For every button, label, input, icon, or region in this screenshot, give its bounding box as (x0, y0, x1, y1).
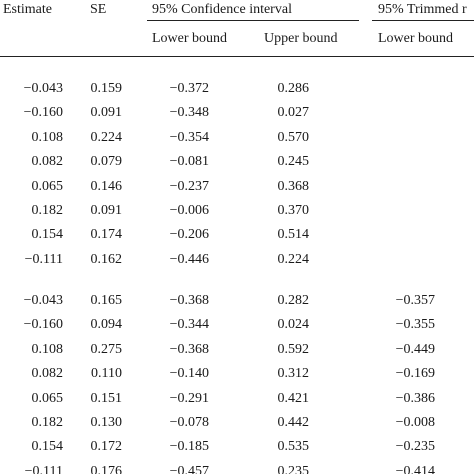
trimmed-lower-bound-cell: −0.008 (395, 415, 435, 430)
estimate-cell: 0.154 (31, 439, 64, 454)
lower-bound-cell: −0.185 (169, 439, 209, 454)
upper-bound-cell: 0.514 (277, 227, 310, 242)
trimmed-lower-bound-cell: −0.357 (395, 293, 435, 308)
header-ci-group: 95% Confidence interval (152, 2, 292, 17)
lower-bound-cell: −0.140 (169, 366, 209, 381)
se-cell: 0.079 (90, 154, 123, 169)
estimate-cell: 0.065 (31, 179, 64, 194)
lower-bound-cell: −0.446 (169, 252, 209, 267)
estimate-cell: 0.154 (31, 227, 64, 242)
header-bottom-rule (0, 56, 474, 57)
trimmed-lower-bound-cell: −0.414 (395, 464, 435, 474)
upper-bound-cell: 0.235 (277, 464, 310, 474)
estimate-cell: 0.108 (31, 130, 64, 145)
trimmed-lower-bound-cell: −0.386 (395, 391, 435, 406)
lower-bound-cell: −0.368 (169, 293, 209, 308)
se-cell: 0.165 (90, 293, 123, 308)
upper-bound-cell: 0.024 (277, 317, 310, 332)
estimate-cell: −0.111 (24, 464, 63, 474)
upper-bound-cell: 0.027 (277, 105, 310, 120)
header-estimate: Estimate (3, 2, 52, 17)
lower-bound-cell: −0.006 (169, 203, 209, 218)
upper-bound-cell: 0.224 (277, 252, 310, 267)
lower-bound-cell: −0.354 (169, 130, 209, 145)
lower-bound-cell: −0.372 (169, 81, 209, 96)
se-cell: 0.159 (90, 81, 123, 96)
estimate-cell: −0.160 (23, 105, 63, 120)
se-cell: 0.172 (90, 439, 123, 454)
upper-bound-cell: 0.442 (277, 415, 310, 430)
se-cell: 0.094 (90, 317, 123, 332)
se-cell: 0.146 (90, 179, 123, 194)
estimate-cell: −0.111 (24, 252, 63, 267)
estimate-cell: −0.160 (23, 317, 63, 332)
header-trimmed-lower-bound: Lower bound (378, 31, 454, 46)
se-cell: 0.091 (90, 203, 123, 218)
se-cell: 0.176 (90, 464, 123, 474)
upper-bound-cell: 0.421 (277, 391, 310, 406)
header-trimmed-group: 95% Trimmed r (378, 2, 467, 17)
estimate-cell: 0.108 (31, 342, 64, 357)
lower-bound-cell: −0.457 (169, 464, 209, 474)
lower-bound-cell: −0.081 (169, 154, 209, 169)
se-cell: 0.224 (90, 130, 123, 145)
lower-bound-cell: −0.368 (169, 342, 209, 357)
upper-bound-cell: 0.368 (277, 179, 310, 194)
trimmed-lower-bound-cell: −0.169 (395, 366, 435, 381)
estimate-cell: −0.043 (23, 293, 63, 308)
lower-bound-cell: −0.348 (169, 105, 209, 120)
upper-bound-cell: 0.286 (277, 81, 310, 96)
header-se: SE (90, 2, 107, 17)
se-cell: 0.275 (90, 342, 123, 357)
se-cell: 0.162 (90, 252, 123, 267)
se-cell: 0.174 (90, 227, 123, 242)
upper-bound-cell: 0.282 (277, 293, 310, 308)
lower-bound-cell: −0.344 (169, 317, 209, 332)
trimmed-lower-bound-cell: −0.235 (395, 439, 435, 454)
header-upper-bound: Upper bound (264, 31, 338, 46)
upper-bound-cell: 0.570 (277, 130, 310, 145)
ci-group-rule (147, 20, 359, 21)
se-cell: 0.091 (90, 105, 123, 120)
upper-bound-cell: 0.245 (277, 154, 310, 169)
lower-bound-cell: −0.206 (169, 227, 209, 242)
estimate-cell: −0.043 (23, 81, 63, 96)
upper-bound-cell: 0.592 (277, 342, 310, 357)
trimmed-lower-bound-cell: −0.355 (395, 317, 435, 332)
trimmed-group-rule (372, 20, 474, 21)
upper-bound-cell: 0.370 (277, 203, 310, 218)
header-lower-bound: Lower bound (152, 31, 228, 46)
estimate-cell: 0.065 (31, 391, 64, 406)
lower-bound-cell: −0.078 (169, 415, 209, 430)
lower-bound-cell: −0.291 (169, 391, 209, 406)
lower-bound-cell: −0.237 (169, 179, 209, 194)
se-cell: 0.110 (91, 366, 122, 381)
estimate-cell: 0.182 (31, 203, 64, 218)
upper-bound-cell: 0.535 (277, 439, 310, 454)
se-cell: 0.151 (90, 391, 123, 406)
estimate-cell: 0.182 (31, 415, 64, 430)
se-cell: 0.130 (90, 415, 123, 430)
trimmed-lower-bound-cell: −0.449 (395, 342, 435, 357)
upper-bound-cell: 0.312 (277, 366, 310, 381)
estimate-cell: 0.082 (31, 366, 64, 381)
estimate-cell: 0.082 (31, 154, 64, 169)
